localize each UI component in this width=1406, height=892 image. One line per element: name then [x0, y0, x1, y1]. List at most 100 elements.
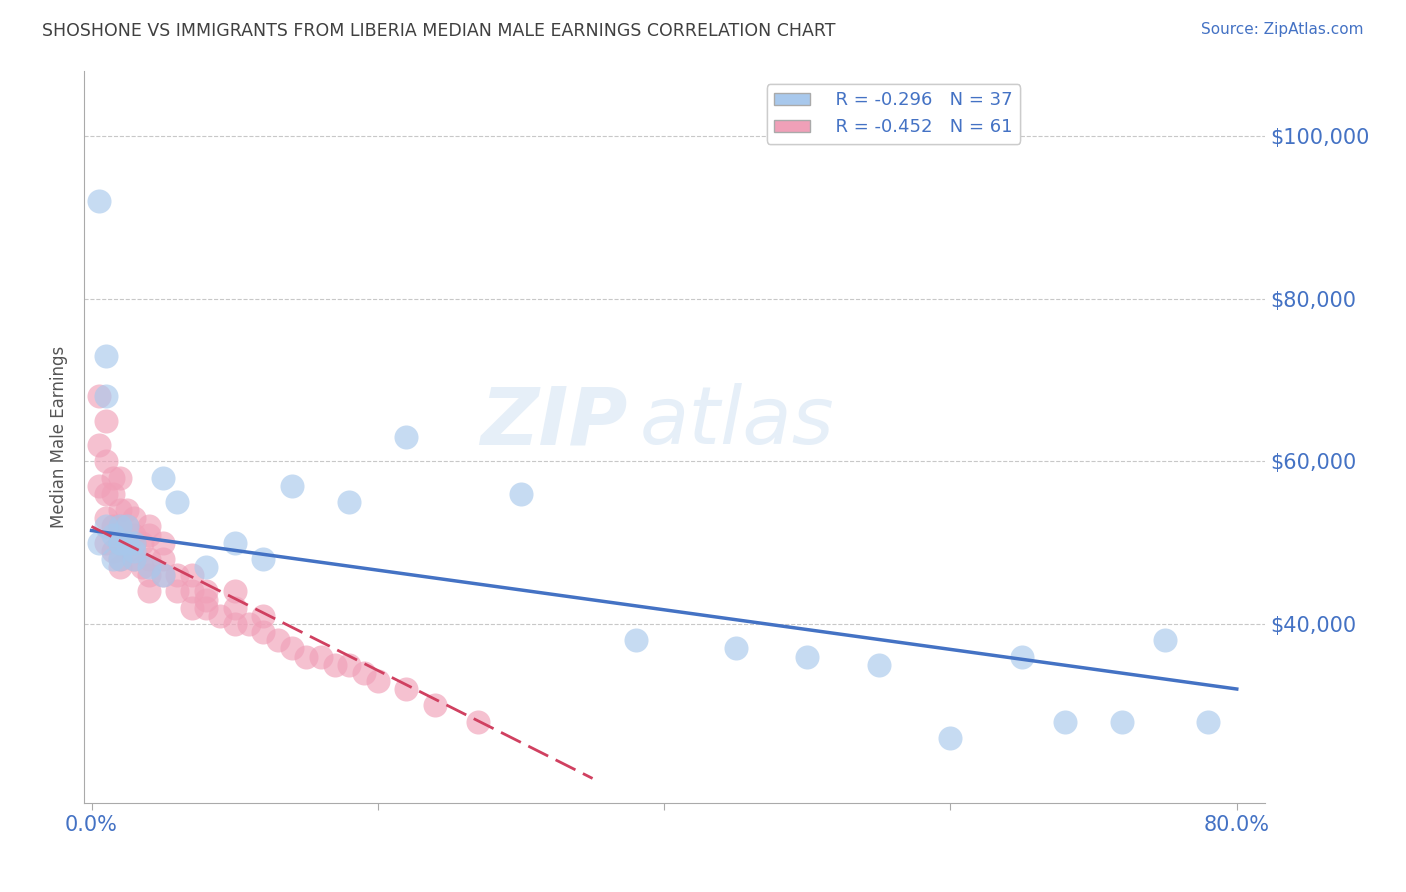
Point	[108, 535, 131, 549]
Point	[101, 519, 124, 533]
Point	[124, 544, 146, 558]
Point	[131, 535, 153, 549]
Point	[108, 519, 131, 533]
Point	[117, 535, 139, 549]
Point	[510, 487, 533, 501]
Point	[166, 568, 188, 582]
Point	[87, 194, 110, 209]
Point	[101, 471, 124, 485]
Point	[87, 438, 110, 452]
Point	[238, 617, 260, 632]
Point	[138, 552, 160, 566]
Point	[224, 600, 246, 615]
Point	[152, 471, 174, 485]
Y-axis label: Median Male Earnings: Median Male Earnings	[51, 346, 69, 528]
Point	[281, 641, 304, 656]
Point	[209, 608, 232, 623]
Point	[1111, 714, 1133, 729]
Point	[195, 560, 218, 574]
Point	[353, 665, 375, 680]
Point	[94, 487, 117, 501]
Point	[252, 552, 274, 566]
Point	[138, 584, 160, 599]
Point	[180, 600, 202, 615]
Point	[94, 535, 117, 549]
Point	[1154, 633, 1177, 648]
Point	[939, 731, 962, 745]
Point	[423, 698, 446, 713]
Point	[224, 584, 246, 599]
Point	[94, 511, 117, 525]
Point	[467, 714, 489, 729]
Point	[101, 552, 124, 566]
Point	[624, 633, 647, 648]
Point	[101, 544, 124, 558]
Point	[281, 479, 304, 493]
Point	[224, 535, 246, 549]
Text: atlas: atlas	[640, 384, 834, 461]
Point	[124, 552, 146, 566]
Point	[94, 389, 117, 403]
Point	[87, 389, 110, 403]
Point	[266, 633, 288, 648]
Point	[108, 503, 131, 517]
Point	[152, 568, 174, 582]
Point	[131, 560, 153, 574]
Point	[108, 519, 131, 533]
Point	[166, 584, 188, 599]
Point	[195, 592, 218, 607]
Point	[152, 568, 174, 582]
Point	[87, 535, 110, 549]
Point	[195, 584, 218, 599]
Point	[124, 535, 146, 549]
Point	[124, 511, 146, 525]
Point	[138, 568, 160, 582]
Point	[323, 657, 346, 672]
Point	[252, 608, 274, 623]
Point	[1011, 649, 1033, 664]
Point	[166, 495, 188, 509]
Point	[180, 584, 202, 599]
Point	[108, 552, 131, 566]
Point	[337, 657, 360, 672]
Point	[94, 519, 117, 533]
Point	[87, 479, 110, 493]
Point	[337, 495, 360, 509]
Point	[124, 527, 146, 541]
Point	[152, 552, 174, 566]
Point	[724, 641, 747, 656]
Point	[180, 568, 202, 582]
Point	[101, 487, 124, 501]
Point	[152, 535, 174, 549]
Point	[108, 471, 131, 485]
Text: ZIP: ZIP	[481, 384, 627, 461]
Point	[124, 535, 146, 549]
Text: Source: ZipAtlas.com: Source: ZipAtlas.com	[1201, 22, 1364, 37]
Point	[252, 625, 274, 640]
Text: SHOSHONE VS IMMIGRANTS FROM LIBERIA MEDIAN MALE EARNINGS CORRELATION CHART: SHOSHONE VS IMMIGRANTS FROM LIBERIA MEDI…	[42, 22, 835, 40]
Point	[868, 657, 890, 672]
Point	[395, 681, 418, 696]
Point	[124, 552, 146, 566]
Point	[195, 600, 218, 615]
Point	[295, 649, 318, 664]
Point	[94, 414, 117, 428]
Point	[367, 673, 389, 688]
Point	[117, 544, 139, 558]
Point	[138, 560, 160, 574]
Point	[1053, 714, 1076, 729]
Point	[796, 649, 818, 664]
Point	[138, 527, 160, 541]
Point	[224, 617, 246, 632]
Point	[309, 649, 332, 664]
Point	[108, 535, 131, 549]
Point	[108, 552, 131, 566]
Point	[94, 349, 117, 363]
Point	[117, 503, 139, 517]
Point	[138, 519, 160, 533]
Point	[108, 535, 131, 549]
Point	[395, 430, 418, 444]
Point	[108, 560, 131, 574]
Point	[94, 454, 117, 468]
Point	[117, 519, 139, 533]
